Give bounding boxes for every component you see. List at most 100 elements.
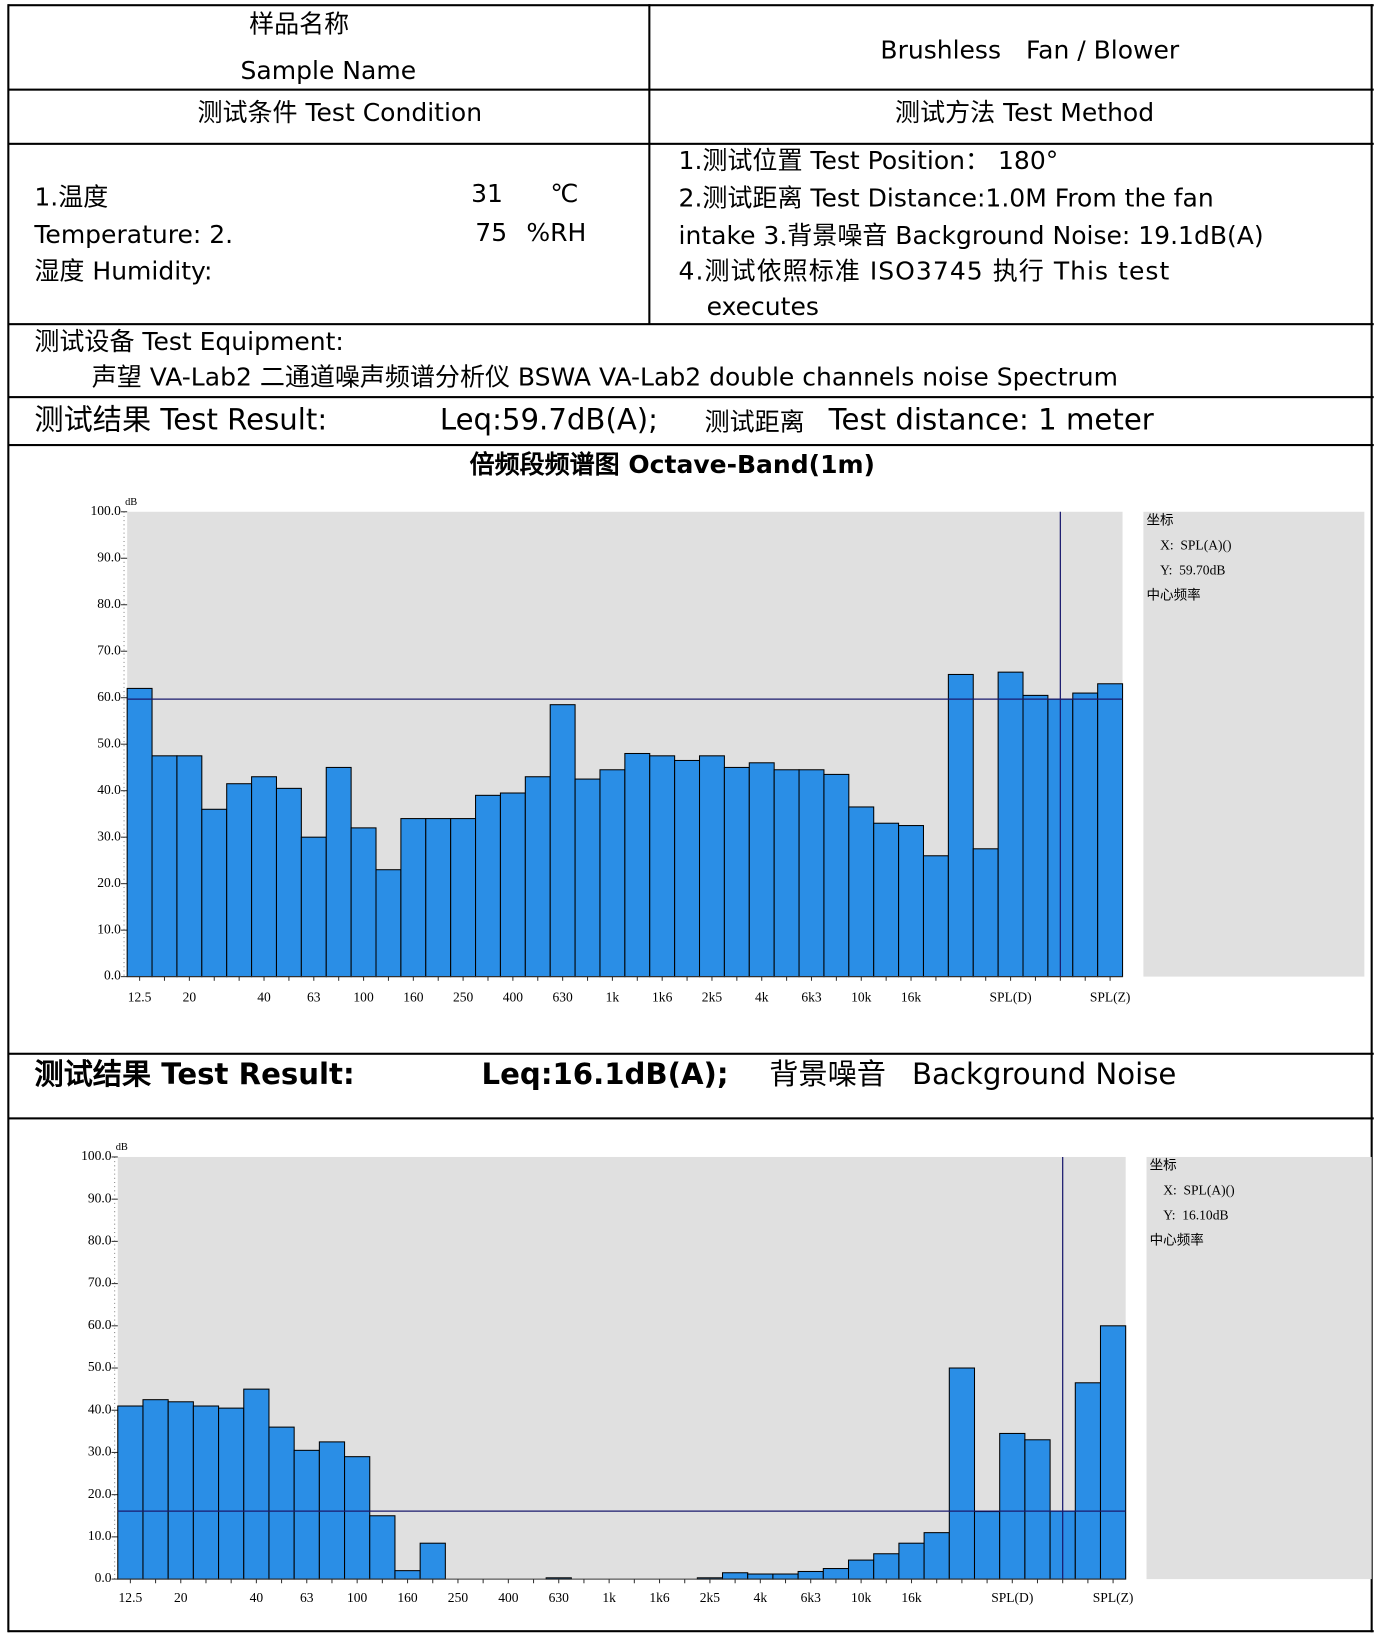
bar [1097, 683, 1124, 978]
text: 测试结果 Test Result: [34, 402, 328, 437]
border [648, 4, 651, 325]
border [8, 1630, 1374, 1633]
x-tick-label: 400 [503, 990, 524, 1005]
bar [923, 1532, 950, 1580]
bar [947, 673, 974, 978]
text: 2.测试距离 Test Distance:1.0M From the fan [678, 183, 1214, 213]
x-tick-label: 630 [552, 990, 573, 1005]
bar [1074, 1382, 1102, 1580]
text: Background Noise [912, 1056, 1177, 1092]
text: Leq:59.7dB(A); [439, 402, 659, 437]
panel-text: Y: 16.10dB [1163, 1207, 1228, 1222]
x-tick-label: 100 [347, 1590, 368, 1605]
bar [369, 1515, 396, 1580]
x-tick-label: 6k3 [801, 1590, 822, 1605]
x-tick-label: 4k [755, 990, 769, 1005]
bar [251, 776, 277, 978]
bar [400, 818, 427, 978]
bar [167, 1401, 194, 1580]
x-tick-label: 40 [257, 990, 271, 1005]
bar [948, 1367, 976, 1580]
text: %RH [526, 217, 587, 248]
x-tick-label: 160 [403, 990, 424, 1005]
x-tick-label: SPL(D) [990, 990, 1032, 1006]
y-tick-label: 10.0 [88, 1528, 112, 1543]
y-tick-label: 70.0 [88, 1275, 112, 1290]
bar [218, 1407, 245, 1580]
chart-title: 倍频段频谱图 Octave-Band(1m) [469, 450, 875, 480]
x-tick-label: 12.5 [119, 1590, 143, 1605]
text: 75 [475, 217, 508, 248]
bar [151, 755, 178, 978]
x-tick-label: 1k [606, 990, 620, 1005]
bar [848, 806, 875, 978]
bar [873, 1553, 900, 1580]
x-tick-label: 2k5 [702, 990, 723, 1005]
x-tick-label: 400 [498, 1590, 519, 1605]
x-tick-label: 630 [549, 1590, 570, 1605]
y-unit: dB [116, 1142, 128, 1153]
bar [325, 766, 352, 978]
bar [226, 783, 253, 978]
text: 31 [471, 179, 503, 209]
bar [973, 1511, 1001, 1580]
bar [300, 836, 327, 978]
x-tick-label: 250 [448, 1590, 469, 1605]
bar [344, 1456, 371, 1580]
bar [674, 759, 701, 978]
bar [972, 848, 999, 978]
y-unit: dB [125, 497, 137, 508]
border [8, 444, 1374, 447]
text: 样品名称 [249, 9, 350, 39]
y-tick-label: 20.0 [97, 875, 121, 890]
bar [425, 818, 452, 978]
text: ℃ [550, 179, 579, 209]
bar [574, 778, 601, 978]
text: 测试设备 Test Equipment: [34, 327, 344, 357]
bar [201, 808, 228, 978]
y-tick-label: 30.0 [88, 1444, 112, 1459]
panel-text: Y: 59.70dB [1160, 562, 1225, 577]
x-tick-label: 40 [250, 1590, 264, 1605]
bar [549, 704, 576, 978]
bar [375, 869, 402, 978]
bar [873, 822, 900, 978]
bar [524, 776, 551, 978]
x-tick-label: 10k [851, 1590, 872, 1605]
y-tick-label: 80.0 [88, 1232, 112, 1247]
bar [1022, 694, 1049, 978]
text: 4.测试依照标准 ISO3745 执行 This test [678, 256, 1171, 286]
text: intake 3.背景噪音 Background Noise: 19.1dB(A… [678, 220, 1264, 251]
x-tick-label: 63 [307, 990, 321, 1005]
y-tick-label: 90.0 [97, 549, 121, 564]
bar [499, 792, 526, 978]
text: 测试方法 Test Method [895, 97, 1155, 128]
bar [117, 1405, 144, 1580]
panel [1143, 511, 1365, 977]
y-tick-label: 0.0 [104, 968, 121, 983]
x-tick-label: 1k [602, 1590, 616, 1605]
text: 1.测试位置 Test Position： 180° [678, 145, 1059, 176]
x-tick-label: 16k [901, 990, 922, 1005]
y-tick-label: 90.0 [88, 1190, 112, 1205]
border [8, 1117, 1374, 1120]
y-tick-label: 50.0 [88, 1359, 112, 1374]
y-tick-label: 40.0 [88, 1401, 112, 1416]
bar [126, 687, 153, 978]
bar [772, 1573, 799, 1580]
border [8, 88, 1374, 91]
x-tick-label: 160 [397, 1590, 418, 1605]
bar [773, 769, 800, 978]
border [8, 396, 1374, 399]
bar [847, 1559, 875, 1580]
text: Temperature: 2. [34, 219, 234, 250]
panel [1146, 1156, 1372, 1580]
bar [999, 1432, 1026, 1580]
panel-title: 坐标 [1147, 512, 1174, 527]
bar [748, 762, 775, 978]
panel-text: X: SPL(A)() [1163, 1182, 1234, 1198]
text: 声望 VA-Lab2 二通道噪声频谱分析仪 BSWA VA-Lab2 doubl… [91, 362, 1118, 392]
text: 测试距离 [704, 407, 805, 437]
bar [624, 752, 651, 978]
bar [176, 755, 203, 978]
